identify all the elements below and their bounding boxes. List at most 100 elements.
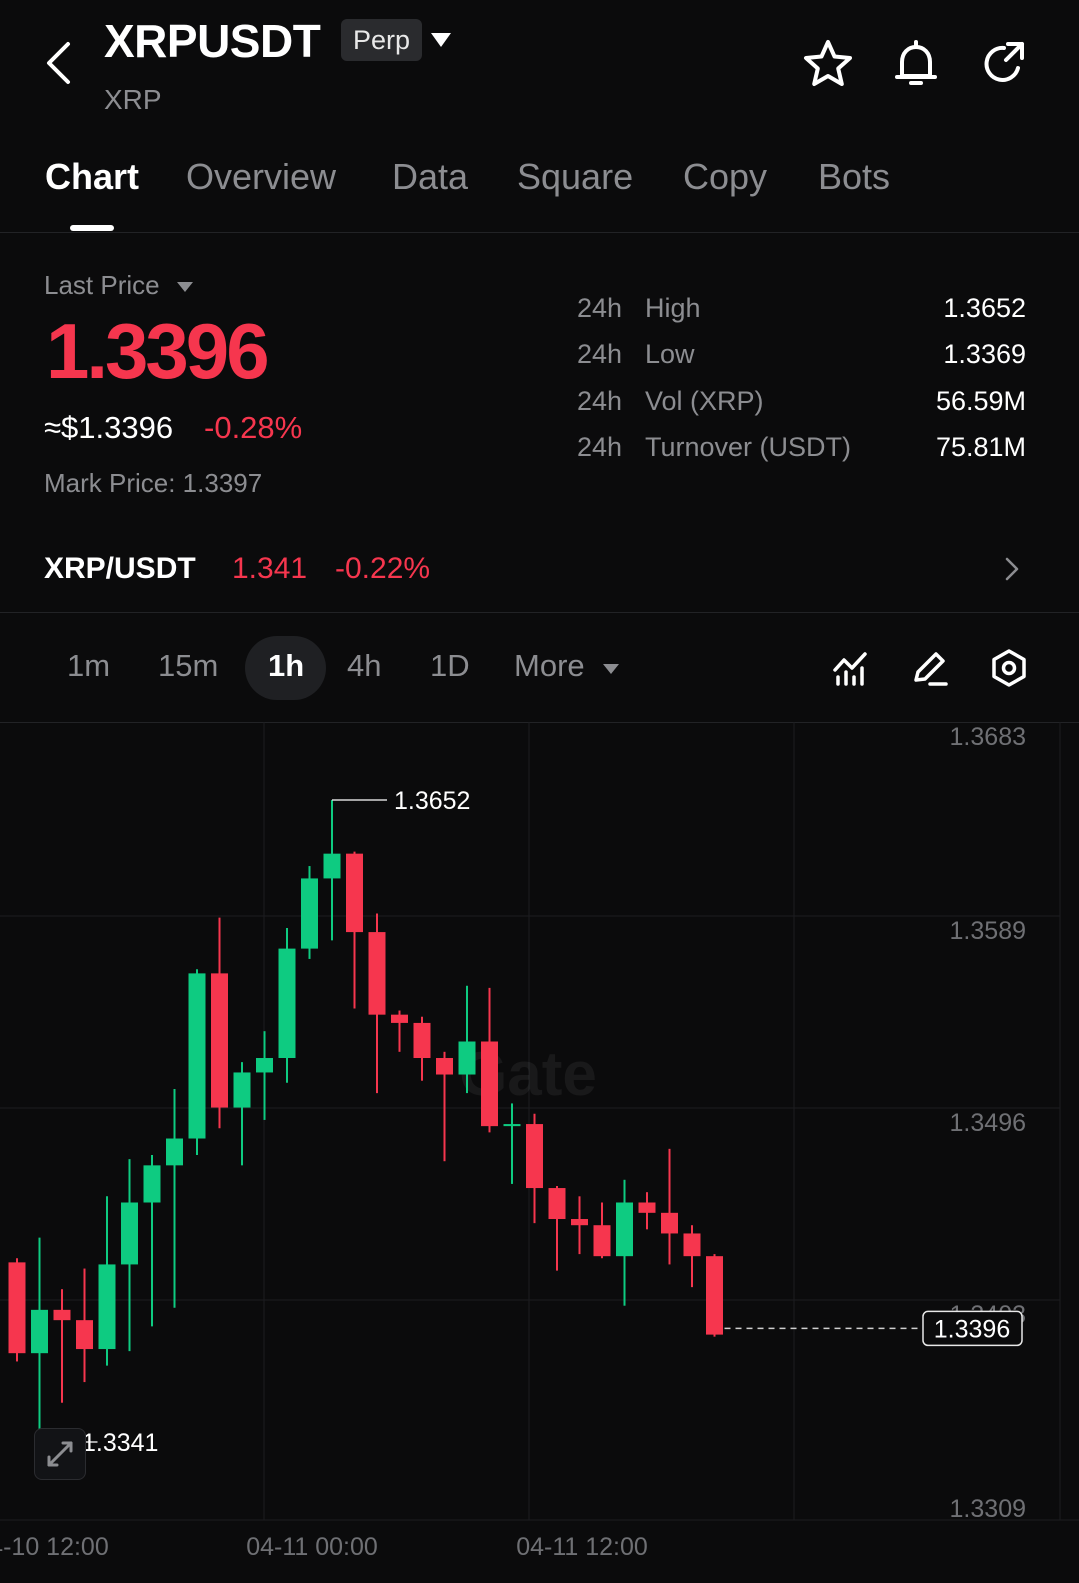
y-axis-tick-label: 1.3496 — [950, 1109, 1026, 1137]
indicators-button[interactable] — [831, 648, 871, 688]
active-tab-indicator — [70, 225, 114, 231]
candle-body — [323, 853, 341, 879]
stat-prefix: 24h — [577, 386, 623, 416]
candle-body — [143, 1165, 161, 1203]
candle-body — [683, 1233, 701, 1257]
candle-body — [593, 1225, 611, 1257]
low-marker-label: 1.3341 — [82, 1429, 158, 1457]
tab-overview[interactable]: Overview — [186, 156, 337, 197]
usd-price: ≈$1.3396 — [44, 410, 174, 445]
candle-body — [278, 948, 296, 1059]
star-icon — [804, 40, 852, 86]
tabs-divider — [0, 232, 1079, 233]
price-type-selector[interactable]: Last Price — [44, 270, 160, 300]
candle-body — [661, 1212, 678, 1234]
candle-body — [436, 1058, 453, 1075]
spot-change: -0.22% — [335, 552, 431, 585]
stat-label-high: High — [645, 293, 701, 323]
back-button[interactable] — [40, 38, 80, 88]
stat-label-turnover: Turnover (USDT) — [645, 432, 852, 462]
pencil-icon — [914, 652, 948, 686]
candle-body — [233, 1072, 251, 1108]
bell-icon — [895, 40, 937, 85]
chevron-right-icon — [1005, 557, 1019, 581]
interval-1h[interactable]: 1h — [268, 648, 305, 683]
contract-type-badge: Perp — [341, 19, 423, 61]
tab-copy[interactable]: Copy — [683, 156, 768, 197]
tab-data[interactable]: Data — [392, 156, 469, 197]
candle-body — [368, 932, 386, 1015]
more-caret[interactable] — [602, 662, 620, 674]
base-asset: XRP — [104, 84, 162, 115]
symbol-dropdown-caret[interactable] — [430, 32, 452, 48]
last-price: 1.3396 — [46, 307, 270, 395]
candle-body — [76, 1320, 93, 1350]
stat-value-volume: 56.59M — [935, 386, 1026, 416]
x-axis-tick-label: 04-10 12:00 — [0, 1533, 109, 1561]
draw-button[interactable] — [910, 648, 950, 688]
caret-down-icon — [603, 664, 619, 674]
expand-icon — [47, 1441, 73, 1467]
current-price-box — [922, 1310, 1023, 1347]
candle-body — [548, 1188, 566, 1220]
candle-body — [301, 878, 318, 949]
gear-icon — [992, 649, 1026, 687]
interval-active-pill — [245, 636, 326, 700]
alert-button[interactable] — [890, 38, 942, 90]
candle-body — [571, 1219, 588, 1226]
candle-body — [638, 1202, 656, 1213]
candle-body — [481, 1041, 498, 1127]
candle-body — [616, 1202, 633, 1257]
watermark-text: Gate — [459, 1040, 597, 1109]
candle-body — [211, 973, 228, 1108]
candle-body — [188, 973, 206, 1139]
interval-more[interactable]: More — [514, 648, 585, 683]
stat-prefix: 24h — [577, 339, 623, 369]
candle-body — [413, 1022, 431, 1059]
share-button[interactable] — [978, 38, 1030, 90]
candle-body — [53, 1309, 71, 1321]
interval-1d[interactable]: 1D — [430, 648, 470, 683]
stat-value-high: 1.3652 — [943, 293, 1026, 323]
spot-pair-link[interactable]: XRP/USDT — [44, 552, 196, 585]
candle-body — [31, 1309, 48, 1354]
stat-label-volume: Vol (XRP) — [645, 386, 764, 416]
stat-label-low: Low — [645, 339, 695, 369]
spot-row-arrow[interactable] — [1002, 556, 1022, 582]
candle-body — [391, 1014, 408, 1023]
candle-body — [346, 853, 363, 933]
stat-value-low: 1.3369 — [943, 339, 1026, 369]
candle-body — [458, 1041, 476, 1075]
tab-square[interactable]: Square — [517, 156, 634, 197]
interval-1m[interactable]: 1m — [67, 648, 111, 683]
y-axis-tick-label: 1.3309 — [950, 1495, 1026, 1523]
interval-15m[interactable]: 15m — [158, 648, 219, 683]
stat-prefix: 24h — [577, 432, 623, 462]
interval-4h[interactable]: 4h — [347, 648, 382, 683]
x-axis-tick-label: 04-11 00:00 — [246, 1533, 378, 1561]
chevron-left-icon — [47, 42, 70, 84]
favorite-button[interactable] — [802, 38, 854, 90]
y-axis-tick-label: 1.3683 — [950, 723, 1026, 751]
chart-settings-button[interactable] — [989, 648, 1029, 688]
candle-body — [166, 1138, 183, 1166]
stat-prefix: 24h — [577, 293, 623, 323]
y-axis-tick-label: 1.3589 — [950, 917, 1026, 945]
spot-divider — [0, 612, 1079, 613]
tab-chart[interactable]: Chart — [45, 156, 140, 197]
candle-body — [706, 1256, 723, 1335]
price-type-caret[interactable] — [176, 280, 194, 292]
fullscreen-button[interactable] — [34, 1428, 86, 1480]
x-axis-tick-label: 04-11 12:00 — [516, 1533, 648, 1561]
stat-value-turnover: 75.81M — [935, 432, 1026, 462]
tab-bots[interactable]: Bots — [818, 156, 891, 197]
candle-body — [98, 1264, 116, 1350]
candle-body — [526, 1124, 543, 1189]
spot-price: 1.341 — [232, 552, 308, 585]
share-icon — [984, 42, 1024, 82]
symbol-title[interactable]: XRPUSDT — [104, 15, 321, 67]
candle-body — [503, 1124, 521, 1127]
caret-down-icon — [431, 33, 451, 47]
